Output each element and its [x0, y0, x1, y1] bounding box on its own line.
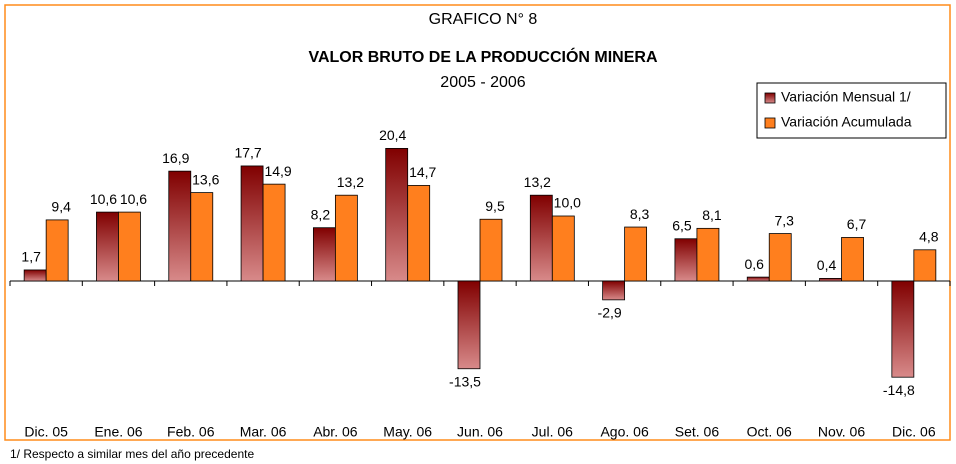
bar	[190, 192, 214, 282]
data-label: 8,3	[630, 206, 650, 222]
data-label: 8,1	[702, 207, 722, 223]
bar	[674, 238, 698, 282]
bar	[240, 165, 264, 282]
data-label: -14,8	[883, 382, 915, 398]
data-label: 14,9	[264, 163, 291, 179]
data-label: 0,6	[744, 256, 764, 272]
legend-label: Variación Acumulada	[781, 114, 912, 130]
data-label: 6,7	[847, 216, 867, 232]
x-tick-label: Ago. 06	[600, 424, 648, 440]
bar	[45, 219, 69, 282]
data-label: 8,2	[311, 206, 331, 222]
x-tick-label: Jun. 06	[457, 424, 503, 440]
data-label: 4,8	[919, 229, 939, 245]
bar	[96, 211, 119, 282]
bar	[479, 218, 503, 282]
chart-title: GRAFICO N° 8	[429, 11, 538, 28]
data-label: 17,7	[234, 145, 261, 161]
bar	[529, 194, 553, 282]
chart-subtitle: VALOR BRUTO DE LA PRODUCCIÓN MINERA	[308, 47, 657, 66]
data-label: 1,7	[21, 249, 41, 265]
data-label: 10,6	[90, 191, 117, 207]
bar	[457, 280, 481, 370]
data-label: 13,2	[337, 174, 364, 190]
bar	[334, 194, 358, 282]
bar	[624, 226, 648, 282]
data-label: 14,7	[409, 164, 436, 180]
data-label: 9,4	[51, 199, 71, 215]
x-tick-label: Oct. 06	[747, 424, 792, 440]
x-tick-label: May. 06	[383, 424, 432, 440]
legend-swatch	[764, 117, 776, 129]
x-tick-label: Jul. 06	[532, 424, 573, 440]
bar	[913, 249, 937, 282]
legend-label: Variación Mensual 1/	[781, 89, 911, 105]
data-label: 6,5	[672, 217, 692, 233]
data-label: 13,2	[524, 174, 551, 190]
bar	[746, 276, 770, 282]
bar	[118, 211, 141, 282]
x-tick-label: Dic. 06	[892, 424, 936, 440]
data-label: 13,6	[192, 171, 219, 187]
x-tick-label: Nov. 06	[818, 424, 865, 440]
data-label: -2,9	[598, 305, 622, 321]
bar	[168, 170, 192, 282]
bar	[768, 233, 792, 282]
data-label: 10,0	[554, 195, 581, 211]
data-label: 9,5	[485, 198, 505, 214]
x-tick-label: Ene. 06	[94, 424, 142, 440]
bar	[407, 185, 431, 282]
footnote: 1/ Respecto a similar mes del año preced…	[10, 447, 254, 461]
bar	[819, 277, 842, 282]
bar	[696, 227, 720, 282]
chart-period: 2005 - 2006	[440, 74, 526, 91]
data-label: 7,3	[774, 212, 794, 228]
bar	[385, 147, 409, 282]
data-label: -13,5	[449, 373, 481, 389]
x-tick-label: Mar. 06	[240, 424, 287, 440]
legend-box	[756, 82, 947, 139]
legend-swatch	[764, 92, 776, 104]
bar	[23, 269, 47, 282]
bar	[551, 215, 575, 282]
data-label: 20,4	[379, 127, 406, 143]
bar	[602, 280, 626, 301]
bar	[312, 227, 336, 282]
data-label: 0,4	[817, 257, 837, 273]
x-tick-label: Dic. 05	[24, 424, 68, 440]
data-label: 10,6	[120, 191, 147, 207]
bar	[262, 183, 286, 282]
x-tick-label: Feb. 06	[167, 424, 215, 440]
bar	[891, 280, 915, 378]
bar	[841, 237, 864, 282]
x-tick-label: Abr. 06	[313, 424, 358, 440]
x-tick-label: Set. 06	[675, 424, 720, 440]
data-label: 16,9	[162, 150, 189, 166]
